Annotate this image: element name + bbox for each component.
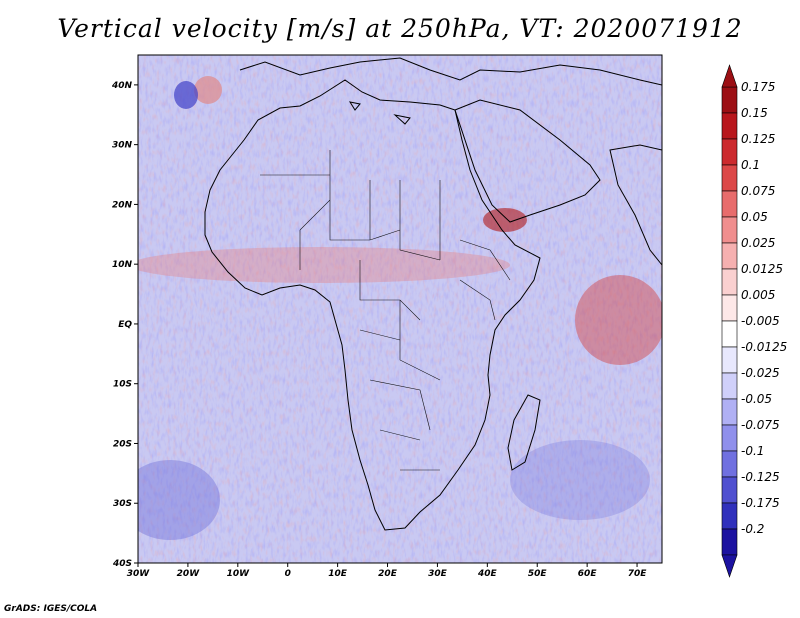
colorbar-segment: [721, 424, 738, 452]
colorbar-segment: [721, 450, 738, 478]
arabia-coastline: [454, 99, 601, 223]
colorbar-segment: [721, 138, 738, 166]
colorbar-label: -0.0125: [741, 340, 787, 354]
lon-tick-label: 70E: [628, 569, 648, 579]
ethiopia-ascent: [483, 208, 527, 232]
colorbar-segment: [721, 242, 738, 270]
lat-tick-label: 20S: [113, 439, 132, 449]
colorbar-segment: [721, 164, 738, 192]
colorbar-label: 0.075: [741, 184, 775, 198]
lon-tick-label: 40E: [477, 569, 498, 579]
lat-tick-label: EQ: [118, 320, 132, 330]
lon-tick-label: 30W: [127, 569, 151, 579]
lat-axis: 40N 30N 20N 10N EQ 10S 20S 30S 40S: [111, 81, 138, 569]
colorbar-label: 0.125: [741, 132, 775, 146]
colorbar-label: 0.025: [741, 236, 775, 250]
lon-tick-label: 0: [285, 569, 291, 579]
lat-tick-label: 30N: [112, 141, 133, 151]
colorbar-segment: [721, 528, 738, 556]
atlantic-blue-cell: [174, 81, 198, 109]
plot-frame: [137, 54, 663, 564]
indian-ocean-ascent: [575, 275, 662, 365]
south-atlantic-descent: [138, 460, 220, 540]
lon-tick-label: 60E: [578, 569, 598, 579]
grads-credit: GrADS: IGES/COLA: [4, 604, 98, 614]
colorbar-segment: [721, 86, 738, 114]
colorbar-label: 0.0125: [741, 262, 783, 276]
colorbar-label: -0.005: [741, 314, 780, 328]
lat-tick-label: 10S: [113, 380, 132, 390]
colorbar-bottom-arrow: [721, 554, 738, 578]
colorbar-label: 0.1: [741, 158, 760, 172]
colorbar-label: -0.125: [741, 470, 780, 484]
lon-tick-label: 20E: [378, 569, 398, 579]
colorbar-label: -0.2: [741, 522, 764, 536]
chart-title: Vertical velocity [m/s] at 250hPa, VT: 2…: [57, 14, 743, 43]
lon-tick-label: 50E: [528, 569, 548, 579]
atlantic-red-cell: [194, 76, 222, 104]
colorbar-label: 0.05: [741, 210, 768, 224]
lon-tick-label: 20W: [177, 569, 201, 579]
itcz-ascent-band: [138, 247, 510, 283]
colorbar-segment: [721, 320, 738, 348]
colorbar-label: -0.175: [741, 496, 780, 510]
colorbar-label: -0.1: [741, 444, 764, 458]
africa-coastline: [204, 79, 541, 531]
colorbar-segment: [721, 398, 738, 426]
colorbar-label: 0.175: [741, 80, 775, 94]
colorbar-label: -0.025: [741, 366, 780, 380]
lon-tick-label: 10W: [227, 569, 251, 579]
colorbar-segment: [721, 190, 738, 218]
lat-tick-label: 30S: [113, 499, 132, 509]
colorbar-label: -0.075: [741, 418, 780, 432]
lat-tick-label: 40S: [112, 559, 132, 569]
india-coastline: [609, 144, 662, 266]
lon-tick-label: 10E: [328, 569, 348, 579]
country-borders: [260, 150, 511, 471]
velocity-field: [138, 55, 662, 563]
madagascar-coastline: [507, 394, 541, 471]
lat-tick-label: 20N: [112, 200, 133, 210]
colorbar-label: 0.15: [741, 106, 768, 120]
colorbar-segment: [721, 372, 738, 400]
colorbar-segment: [721, 112, 738, 140]
south-indian-descent: [510, 440, 650, 520]
colorbar-segment: [721, 294, 738, 322]
coastlines: [204, 57, 662, 531]
colorbar-segment: [721, 502, 738, 530]
colorbar-top-arrow: [721, 64, 738, 88]
lon-axis: 30W 20W 10W 0 10E 20E 30E 40E 50E 60E 70E: [127, 563, 647, 579]
colorbar-segment: [721, 216, 738, 244]
colorbar-segment: [721, 476, 738, 504]
mediterranean-islands: [348, 101, 411, 125]
colorbar-segment: [721, 346, 738, 374]
colorbar-label: 0.005: [741, 288, 775, 302]
europe-coastline: [239, 57, 662, 86]
lon-tick-label: 30E: [428, 569, 448, 579]
colorbar: 0.175 0.15 0.125 0.1 0.075 0.05 0.025 0.0125 0.0…: [721, 64, 787, 578]
colorbar-segment: [721, 268, 738, 296]
lat-tick-label: 10N: [112, 260, 133, 270]
colorbar-label: -0.05: [741, 392, 772, 406]
lat-tick-label: 40N: [111, 81, 133, 91]
